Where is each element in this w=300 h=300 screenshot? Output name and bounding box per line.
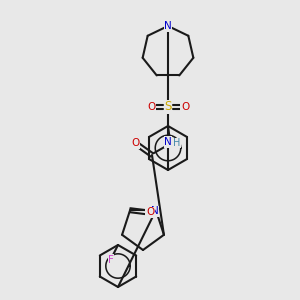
Text: O: O bbox=[181, 102, 189, 112]
Text: H: H bbox=[173, 138, 181, 148]
Text: F: F bbox=[108, 255, 114, 265]
Text: N: N bbox=[164, 21, 172, 31]
Text: N: N bbox=[151, 206, 159, 216]
Text: O: O bbox=[131, 138, 139, 148]
Text: O: O bbox=[146, 207, 154, 217]
Text: S: S bbox=[164, 100, 172, 113]
Text: N: N bbox=[164, 137, 172, 147]
Text: O: O bbox=[147, 102, 155, 112]
